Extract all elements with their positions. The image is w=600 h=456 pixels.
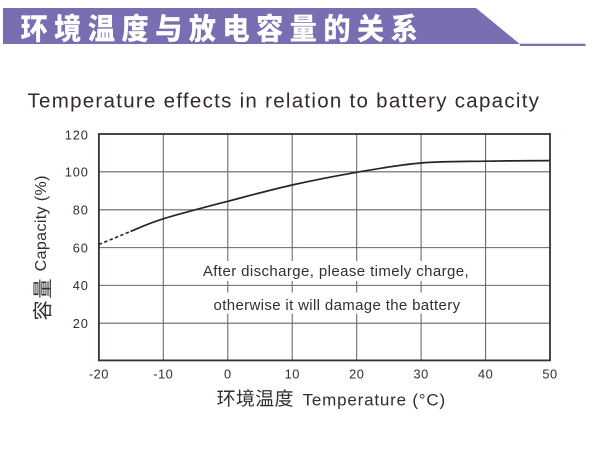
svg-text:After discharge, please timely: After discharge, please timely charge, xyxy=(203,263,469,280)
svg-text:-20: -20 xyxy=(89,367,109,382)
svg-text:20: 20 xyxy=(349,367,364,382)
svg-text:0: 0 xyxy=(224,367,232,382)
svg-text:20: 20 xyxy=(73,316,89,331)
svg-text:60: 60 xyxy=(73,240,89,255)
svg-text:120: 120 xyxy=(65,127,89,142)
svg-text:Temperature (°C): Temperature (°C) xyxy=(303,390,446,409)
svg-text:100: 100 xyxy=(65,165,89,180)
svg-text:10: 10 xyxy=(285,367,300,382)
svg-text:40: 40 xyxy=(73,278,89,293)
svg-text:Capacity (%): Capacity (%) xyxy=(33,175,50,271)
svg-text:Temperature effects in relatio: Temperature effects in relation to batte… xyxy=(28,90,541,113)
svg-text:80: 80 xyxy=(73,203,89,218)
svg-text:50: 50 xyxy=(542,367,557,382)
svg-text:otherwise it will damage the b: otherwise it will damage the battery xyxy=(214,297,461,314)
svg-text:30: 30 xyxy=(413,367,428,382)
svg-text:-10: -10 xyxy=(153,367,173,382)
svg-text:40: 40 xyxy=(478,367,493,382)
